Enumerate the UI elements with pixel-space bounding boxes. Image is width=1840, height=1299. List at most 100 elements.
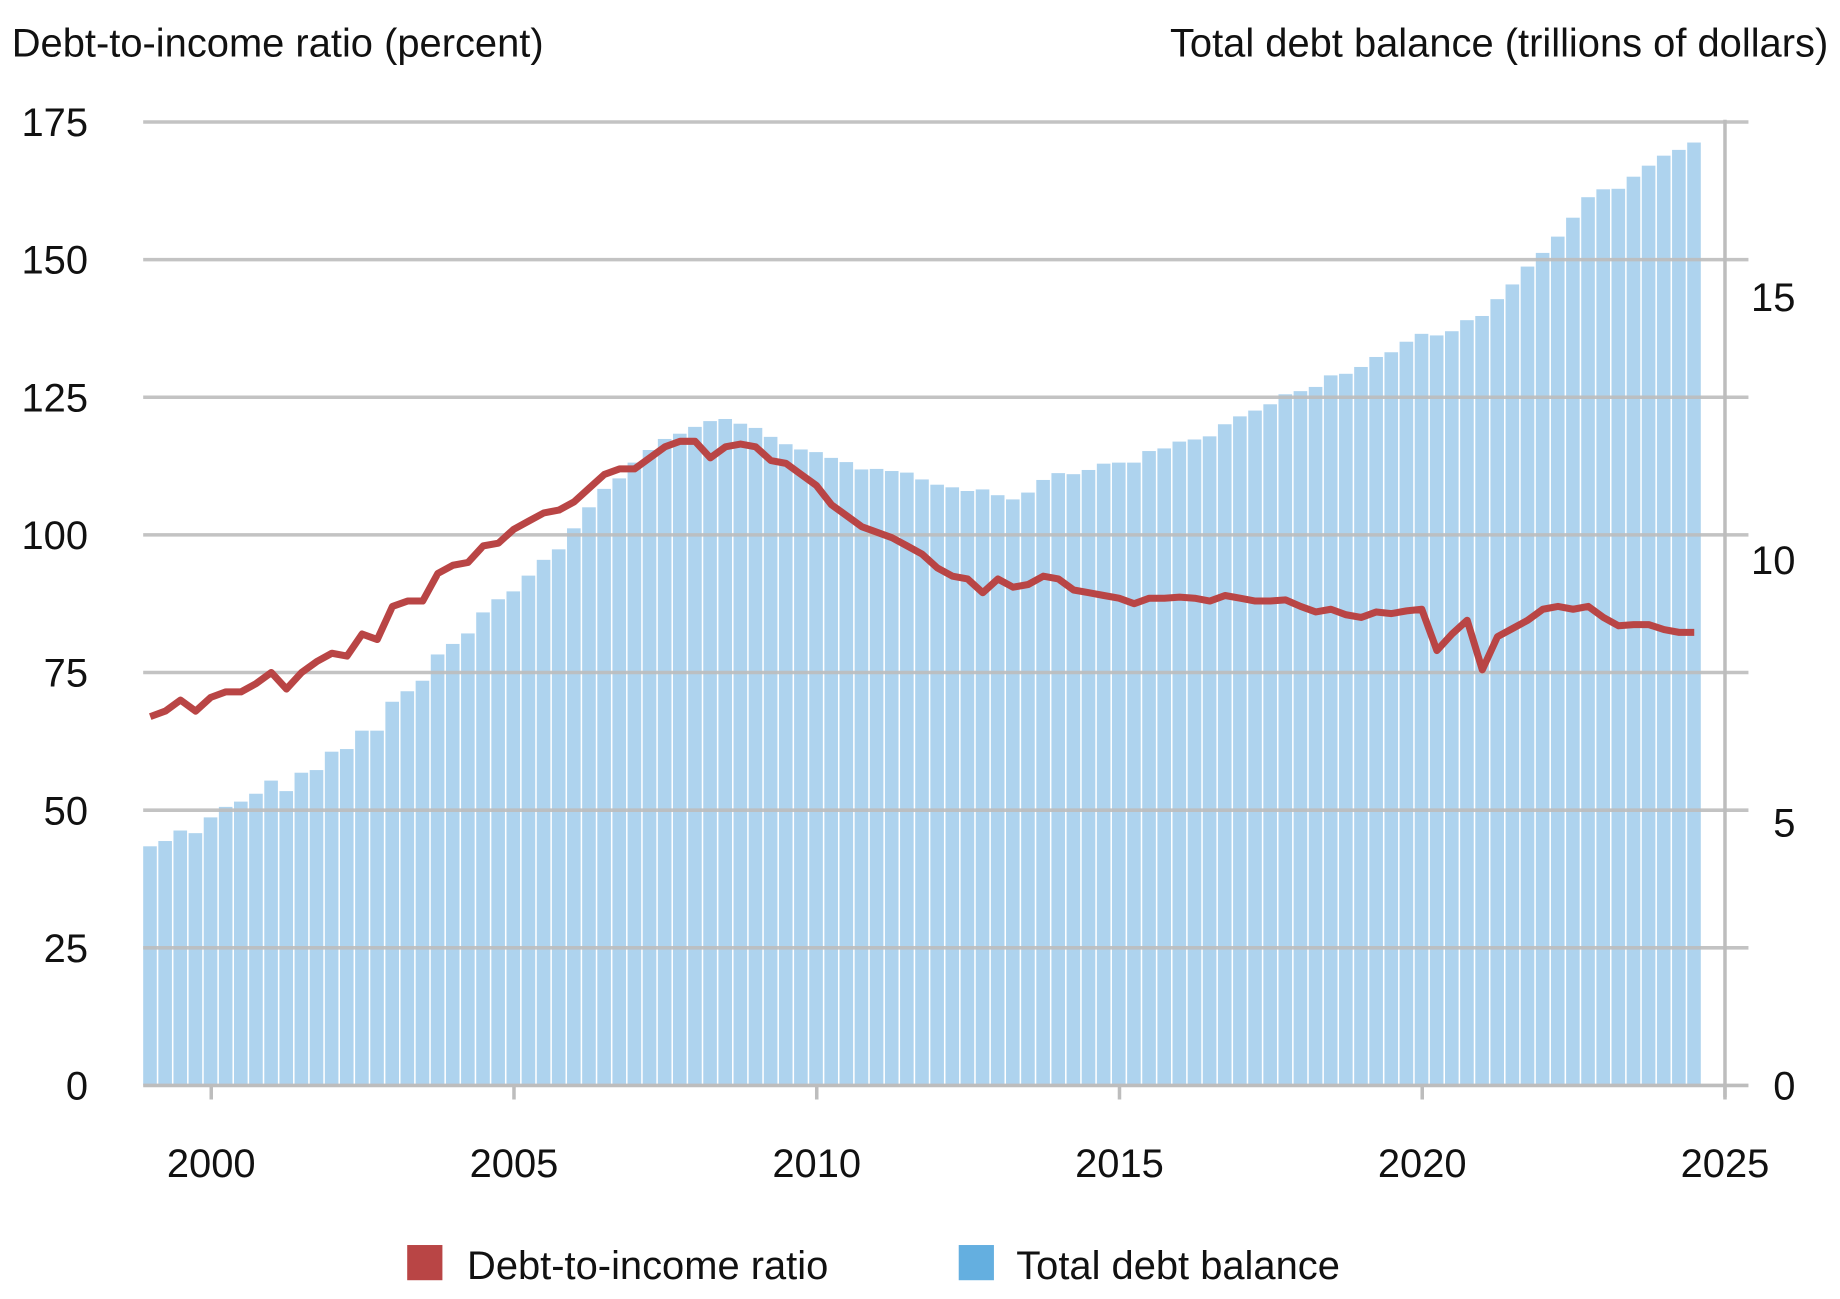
bar [748, 427, 763, 1086]
bar [521, 575, 536, 1086]
axes [209, 119, 1727, 1100]
right-tick-label: 10 [1751, 539, 1795, 583]
x-tick-label: 2015 [1075, 1142, 1164, 1186]
bar [173, 830, 188, 1086]
bar [1369, 356, 1383, 1086]
bar [294, 772, 309, 1086]
bar [1293, 391, 1308, 1086]
left-axis-title: Debt-to-income ratio (percent) [12, 21, 544, 65]
bar [1687, 142, 1701, 1086]
bar [1384, 352, 1399, 1086]
bar [869, 468, 884, 1086]
left-tick-label: 100 [21, 514, 88, 558]
bar [370, 730, 384, 1086]
gridlines [143, 120, 1749, 1088]
legend-label-total-debt: Total debt balance [1016, 1244, 1340, 1288]
bar [854, 469, 869, 1086]
bar [1233, 416, 1247, 1086]
bar [1475, 315, 1489, 1086]
bar [1127, 462, 1141, 1086]
right-tick-label: 5 [1773, 802, 1795, 846]
bar [763, 436, 778, 1086]
bar [582, 507, 596, 1086]
x-tick-label: 2010 [772, 1142, 861, 1186]
bar [1021, 492, 1035, 1086]
bar [1626, 176, 1641, 1086]
left-tick-label: 150 [21, 239, 88, 283]
bar [1672, 149, 1686, 1086]
bar [1172, 441, 1187, 1086]
bar [597, 488, 611, 1086]
bar [430, 654, 445, 1086]
bar [1248, 410, 1262, 1086]
bar [143, 846, 157, 1086]
x-tick-label: 2005 [470, 1142, 559, 1186]
bar [1414, 333, 1429, 1086]
bar [1217, 424, 1232, 1086]
bar [264, 780, 278, 1086]
bar [1581, 197, 1595, 1086]
bar [1096, 463, 1111, 1086]
bar [491, 599, 505, 1086]
left-tick-label: 50 [44, 789, 88, 833]
bar [1081, 469, 1096, 1086]
bar [824, 457, 838, 1086]
bar [1429, 335, 1444, 1086]
bar [1263, 404, 1277, 1086]
bar [309, 770, 324, 1086]
bar [188, 833, 203, 1086]
bar [809, 452, 823, 1086]
bar [1323, 375, 1338, 1086]
bar [884, 471, 899, 1086]
bar [203, 817, 218, 1086]
bar [445, 643, 460, 1086]
bar [900, 472, 914, 1086]
legend-label-debt-to-income: Debt-to-income ratio [467, 1244, 828, 1288]
left-tick-label: 75 [44, 652, 88, 696]
bar [1111, 462, 1126, 1086]
bar [476, 612, 490, 1086]
bar [1006, 499, 1020, 1086]
bar [1535, 252, 1550, 1086]
bar [1550, 236, 1565, 1086]
bar [506, 591, 521, 1086]
bar [703, 421, 717, 1086]
bar [1354, 366, 1368, 1086]
bar [1566, 217, 1580, 1086]
legend: Debt-to-income ratio Total debt balance [407, 1244, 1340, 1288]
left-tick-label: 0 [66, 1065, 88, 1109]
bar [627, 462, 642, 1086]
bar [1278, 394, 1293, 1086]
bar [839, 462, 854, 1086]
right-tick-label: 0 [1773, 1065, 1795, 1109]
bar [915, 479, 929, 1086]
x-tick-label: 2000 [167, 1142, 256, 1186]
legend-swatch-debt-to-income [407, 1245, 443, 1281]
bar [990, 495, 1005, 1086]
bar [642, 450, 657, 1086]
x-tick-label: 2020 [1378, 1142, 1467, 1186]
bar [718, 418, 733, 1086]
bar [1505, 284, 1520, 1086]
bar [1444, 331, 1459, 1086]
bar [778, 444, 793, 1086]
bar [688, 426, 702, 1086]
right-tick-label: 15 [1751, 276, 1795, 320]
bar [1036, 479, 1050, 1086]
bar [1142, 451, 1156, 1086]
legend-swatch-total-debt [958, 1245, 994, 1281]
bar-series-total-debt-balance [143, 142, 1701, 1086]
left-tick-label: 25 [44, 927, 88, 971]
bar [1051, 473, 1066, 1086]
bar [1596, 189, 1610, 1086]
bar [672, 433, 687, 1086]
bar [461, 633, 475, 1086]
right-axis-title: Total debt balance (trillions of dollars… [1170, 21, 1828, 65]
bar [1339, 373, 1353, 1086]
bar [567, 528, 581, 1086]
bar [960, 490, 975, 1086]
bar [1308, 386, 1323, 1086]
bar [536, 559, 551, 1086]
bar [1157, 448, 1171, 1086]
